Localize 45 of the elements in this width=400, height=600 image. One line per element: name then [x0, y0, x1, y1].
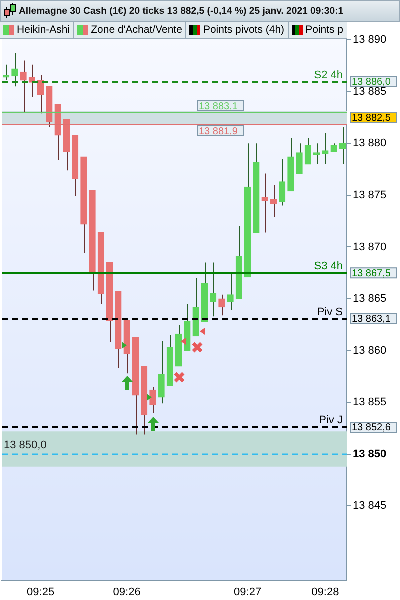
text: Heikin-Ashi	[17, 24, 70, 36]
text: Points p	[306, 24, 344, 36]
x-tick-label: 09:25	[27, 586, 55, 598]
candlestick	[12, 53, 18, 88]
candlestick	[210, 262, 217, 318]
y-tick-label: 13 845	[353, 500, 387, 512]
candlestick	[278, 158, 286, 206]
y-tick-label: 13 880	[353, 138, 387, 150]
y-tick-label: 13 850	[353, 448, 387, 460]
y-tick-label: 13 885	[353, 86, 387, 98]
candlestick	[37, 74, 44, 114]
y2-tick-label: 13 882,5	[352, 113, 392, 124]
x-tick-label: 09:27	[234, 586, 262, 598]
candlestick	[262, 173, 268, 234]
y-tick-label: 13 855	[353, 396, 387, 409]
ref-line-label: 13 883,1	[199, 101, 238, 112]
y2-tick-label: 13 852,6	[352, 422, 392, 434]
text: Points pivots (4h)	[203, 24, 285, 36]
y-tick-label: 13 870	[353, 241, 387, 254]
y-tick-label: 13 865	[353, 293, 387, 306]
y-tick-label: 13 890	[353, 34, 387, 46]
x-tick-label: 09:28	[312, 586, 340, 598]
candlestick	[227, 274, 234, 311]
candlestick	[304, 138, 312, 165]
chart-title: Allemagne 30 Cash (1€) 20 ticks 13 882,5 (-0,14 %) 25 janv. 2021 09:30:1	[19, 6, 344, 16]
y-tick-label: 13 875	[353, 189, 387, 202]
candlestick	[313, 143, 320, 165]
y-tick-label: 13 860	[353, 344, 387, 357]
text: Zone d'Achat/Vente	[91, 24, 182, 36]
candlestick	[218, 294, 226, 316]
y2-tick-label: 13 886,0	[352, 76, 392, 88]
y2-tick-label: 13 867,5	[352, 268, 392, 280]
ref-line-label: 13 850,0	[4, 440, 47, 452]
ref-line-label: S3 4h	[314, 260, 343, 272]
candlestick	[158, 341, 165, 404]
y2-tick-label: 13 863,1	[352, 314, 392, 325]
candlestick	[296, 143, 303, 174]
candlestick	[20, 60, 27, 114]
ref-line-label: Piv S	[317, 306, 343, 318]
ref-line-label: 13 881,9	[199, 126, 238, 138]
candlestick	[28, 64, 36, 98]
ref-line-label: S2 4h	[314, 70, 343, 82]
ref-line-label: Piv J	[319, 414, 343, 426]
x-tick-label: 09:26	[113, 586, 141, 598]
candlestick	[322, 132, 329, 165]
